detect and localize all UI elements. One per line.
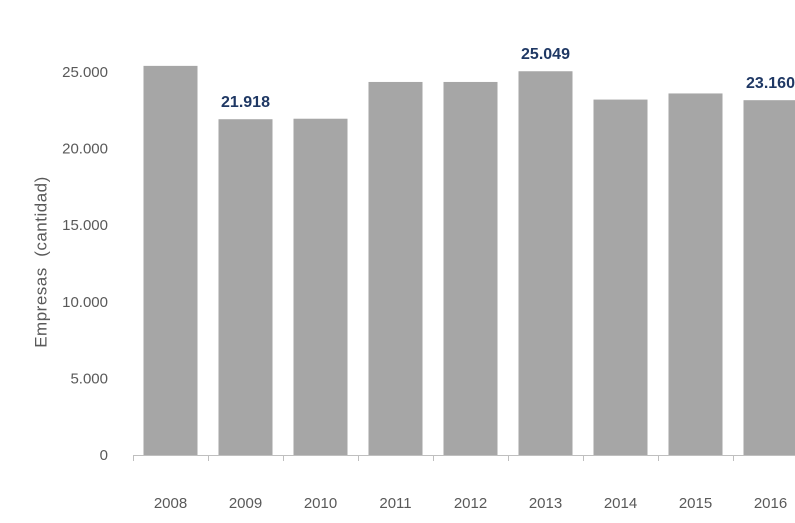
bars bbox=[143, 65, 795, 456]
y-tick-label: 25.000 bbox=[62, 64, 108, 81]
data-label-2013: 25.049 bbox=[521, 46, 570, 63]
x-tick-label-2015: 2015 bbox=[679, 495, 712, 512]
data-label-2016: 23.160 bbox=[746, 75, 795, 92]
bar-2015 bbox=[668, 93, 723, 455]
y-axis: 0 5.000 10.000 15.000 20.000 25.000 bbox=[62, 64, 108, 464]
y-tick-label: 0 bbox=[100, 447, 108, 464]
bar-2008 bbox=[143, 65, 198, 455]
y-tick-label: 5.000 bbox=[70, 370, 108, 387]
bar-2012 bbox=[443, 81, 498, 455]
y-tick-label: 10.000 bbox=[62, 294, 108, 311]
bar-2013 bbox=[518, 71, 573, 455]
y-tick-label: 20.000 bbox=[62, 141, 108, 158]
bar-2009 bbox=[218, 119, 273, 455]
bar-2014 bbox=[593, 99, 648, 456]
y-axis-title-group: Empresas (cantidad) bbox=[31, 176, 50, 348]
x-tick-label-2010: 2010 bbox=[304, 495, 337, 512]
x-tick-label-2012: 2012 bbox=[454, 495, 487, 512]
x-tick-label-2016: 2016 bbox=[754, 495, 787, 512]
bar-2010 bbox=[293, 118, 348, 455]
bar-2011 bbox=[368, 81, 423, 455]
x-tick-label-2009: 2009 bbox=[229, 495, 262, 512]
y-tick-label: 15.000 bbox=[62, 217, 108, 234]
x-tick-label-2011: 2011 bbox=[379, 495, 411, 512]
x-tick-label-2008: 2008 bbox=[154, 495, 187, 512]
y-axis-title: Empresas (cantidad) bbox=[31, 176, 50, 348]
data-label-2009: 21.918 bbox=[221, 94, 270, 111]
x-tick-label-2014: 2014 bbox=[604, 495, 637, 512]
data-labels: 21.918 25.049 23.160 bbox=[221, 46, 795, 111]
bar-2016 bbox=[743, 100, 795, 456]
x-axis: 2008 2009 2010 2011 2012 2013 2014 2015 2016 bbox=[133, 455, 795, 512]
x-tick-label-2013: 2013 bbox=[529, 495, 562, 512]
